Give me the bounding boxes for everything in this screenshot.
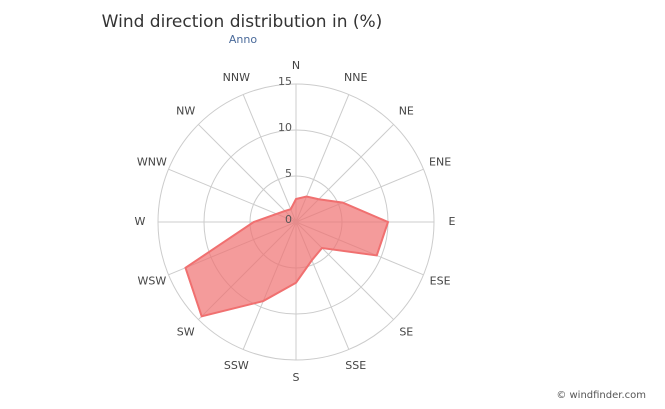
category-label: ENE (429, 155, 451, 168)
y-tick-label: 5 (285, 167, 292, 180)
category-label: WNW (137, 155, 167, 168)
category-label: NNW (223, 71, 250, 84)
category-label: N (292, 59, 300, 72)
y-tick-label: 0 (285, 213, 292, 226)
category-label: SE (399, 325, 413, 338)
grid-line (157, 83, 435, 361)
category-label: E (449, 215, 456, 228)
area (184, 195, 390, 318)
category-label: NE (399, 105, 414, 118)
category-label: WSW (137, 275, 166, 288)
category-label: SSW (224, 359, 249, 372)
spoke (198, 124, 297, 223)
chart-title: Wind direction distribution in (%) (102, 12, 383, 32)
category-label: NNE (344, 71, 367, 84)
category-label: W (135, 215, 146, 228)
y-tick-label: 15 (278, 75, 292, 88)
spoke (242, 94, 297, 223)
spoke (168, 168, 297, 223)
category-label: SW (177, 325, 195, 338)
category-label: NW (176, 105, 195, 118)
category-label: S (293, 371, 300, 384)
category-label: SSE (345, 359, 366, 372)
credit: © windfinder.com (556, 390, 646, 401)
chart-subtitle: Anno (229, 33, 257, 46)
y-tick-label: 10 (278, 121, 292, 134)
category-label: ESE (430, 275, 451, 288)
